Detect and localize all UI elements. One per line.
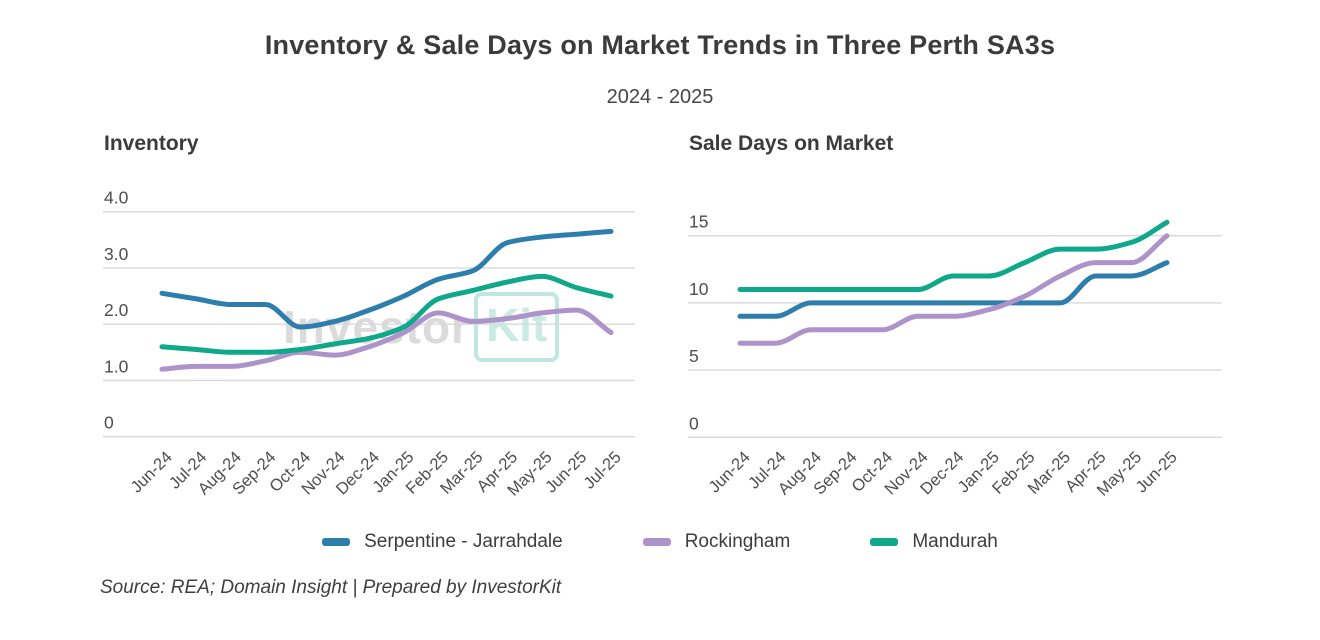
- chart-legend: Serpentine - Jarrahdale Rockingham Mandu…: [0, 531, 1320, 553]
- y-tick-label: 5: [689, 346, 699, 366]
- line-rockingham: [159, 307, 614, 372]
- mandurah-line-swatch: [870, 538, 899, 546]
- inventory-chart-title: Inventory: [104, 132, 199, 155]
- x-tick-label: Jun-24: [127, 448, 175, 496]
- legend-item-rockingham: Rockingham: [642, 531, 791, 553]
- rockingham-line-swatch: [642, 538, 671, 546]
- source-note: Source: REA; Domain Insight | Prepared b…: [100, 577, 562, 598]
- inventory-line-chart: 01.02.03.04.0Jun-24Jul-24Aug-24Sep-24Oct…: [103, 188, 635, 500]
- watermark-text-kit: Kit: [473, 292, 560, 362]
- sale-days-line-chart: 051015Jun-24Jul-24Aug-24Sep-24Oct-24Nov-…: [688, 212, 1222, 500]
- line-rockingham: [737, 233, 1170, 346]
- y-tick-label: 1.0: [104, 356, 129, 376]
- legend-label-rockingham: Rockingham: [684, 531, 791, 552]
- y-tick-label: 15: [689, 212, 708, 232]
- legend-item-serpentine: Serpentine - Jarrahdale: [322, 531, 563, 553]
- y-tick-label: 3.0: [104, 244, 129, 264]
- line-mandurah: [159, 273, 614, 355]
- line-serpentine-jarrahdale: [737, 260, 1170, 319]
- page-subtitle: 2024 - 2025: [606, 86, 714, 108]
- serpentine-line-swatch: [322, 538, 351, 546]
- y-tick-label: 0: [689, 413, 699, 433]
- x-tick-label: Jul-25: [580, 448, 625, 493]
- line-mandurah: [737, 219, 1170, 292]
- legend-item-mandurah: Mandurah: [870, 531, 998, 553]
- y-tick-label: 2.0: [104, 300, 129, 320]
- sale-days-chart-title: Sale Days on Market: [689, 132, 894, 155]
- y-tick-label: 10: [689, 279, 709, 299]
- y-tick-label: 0: [104, 413, 114, 433]
- page-title: Inventory & Sale Days on Market Trends i…: [264, 30, 1056, 60]
- y-tick-label: 4.0: [104, 188, 129, 208]
- legend-label-mandurah: Mandurah: [912, 531, 998, 552]
- x-tick-label: Jun-24: [705, 448, 753, 496]
- line-serpentine-jarrahdale: [159, 228, 614, 330]
- legend-label-serpentine: Serpentine - Jarrahdale: [364, 531, 563, 552]
